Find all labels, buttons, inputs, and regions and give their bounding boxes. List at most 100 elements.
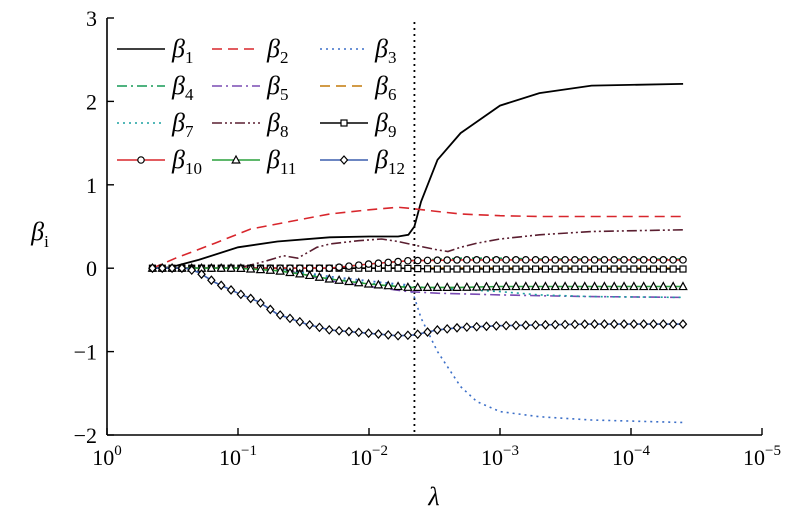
legend-subscript: 5 (280, 85, 289, 104)
data-point-marker (609, 281, 620, 291)
y-axis-title-symbol: β (30, 217, 44, 246)
x-tick-base: 10 (350, 445, 372, 470)
data-point-marker (285, 267, 295, 277)
data-point-marker (442, 323, 452, 334)
x-tick-exponent: −1 (241, 443, 257, 459)
data-point-marker (453, 265, 461, 273)
legend-entry-8: β8 (212, 108, 288, 141)
data-point-marker (236, 289, 246, 300)
data-point-marker (619, 281, 629, 291)
legend-label: β3 (374, 34, 396, 67)
legend-entry-3: β3 (320, 34, 396, 67)
data-point-marker (668, 319, 678, 329)
legend-symbol: β (171, 145, 185, 174)
data-point-marker (472, 321, 481, 332)
data-point-marker (339, 155, 349, 165)
data-point-marker (570, 319, 580, 330)
legend-symbol: β (266, 145, 280, 174)
data-point-marker (609, 319, 619, 329)
data-point-marker (560, 319, 570, 330)
data-point-marker (226, 262, 236, 272)
data-point-marker (491, 281, 502, 291)
data-point-marker (541, 319, 550, 330)
data-point-marker (649, 319, 658, 329)
legend-entry-9: β9 (320, 108, 396, 141)
x-tick-label: 10−5 (743, 443, 781, 470)
data-point-marker (294, 268, 305, 278)
data-point-marker (590, 265, 599, 273)
data-point-marker (413, 329, 423, 340)
data-point-marker (659, 256, 668, 264)
data-point-marker (589, 281, 600, 291)
data-point-marker (501, 281, 511, 291)
data-point-marker (433, 325, 442, 335)
x-axis-title: λ (427, 482, 439, 511)
series-line (152, 229, 684, 269)
legend-symbol: β (374, 145, 388, 174)
x-tick-exponent: −3 (503, 443, 519, 459)
legend-symbol: β (266, 34, 280, 63)
data-point-marker (511, 281, 521, 291)
data-point-marker (629, 281, 639, 291)
data-point-marker (550, 281, 561, 291)
data-point-marker (501, 320, 511, 331)
data-point-marker (551, 265, 559, 273)
legend-label: β12 (374, 145, 405, 178)
data-point-marker (579, 281, 590, 291)
data-point-marker (492, 320, 501, 331)
legend-subscript: 8 (280, 122, 289, 141)
data-point-marker (512, 265, 520, 273)
data-point-marker (275, 310, 285, 320)
data-point-marker (521, 256, 530, 264)
series-8 (152, 229, 684, 269)
data-point-marker (374, 259, 383, 268)
legend-entry-10: β10 (117, 145, 202, 178)
legend-label: β6 (374, 71, 396, 104)
data-point-marker (344, 326, 354, 337)
data-point-marker (481, 281, 492, 291)
x-tick-exponent: −5 (765, 443, 781, 459)
data-point-marker (619, 319, 629, 329)
data-point-marker (344, 276, 354, 286)
y-axis-title-subscript: i (44, 232, 49, 251)
axes (106, 18, 762, 436)
legend-subscript: 1 (185, 48, 194, 67)
data-point-marker (629, 319, 639, 329)
data-point-marker (512, 256, 520, 264)
data-point-marker (393, 281, 403, 291)
data-point-marker (340, 119, 348, 127)
data-point-marker (580, 319, 590, 330)
data-point-marker (472, 256, 481, 264)
legend-subscript: 4 (185, 85, 194, 104)
data-point-marker (364, 260, 373, 268)
data-point-marker (443, 265, 451, 273)
data-point-marker (148, 263, 157, 274)
data-point-marker (540, 281, 551, 291)
data-point-marker (414, 265, 422, 273)
data-point-marker (364, 328, 373, 339)
data-point-marker (610, 256, 619, 264)
data-point-marker (599, 281, 610, 291)
data-point-marker (600, 256, 609, 264)
data-point-marker (561, 265, 569, 273)
legend-symbol: β (374, 71, 388, 100)
data-point-marker (374, 329, 383, 339)
data-point-marker (678, 319, 688, 329)
data-point-marker (502, 265, 510, 273)
data-point-marker (452, 282, 462, 291)
legend-symbol: β (374, 108, 388, 137)
data-point-marker (561, 256, 569, 264)
legend-symbol: β (171, 34, 185, 63)
data-point-marker (275, 265, 285, 275)
legend-symbol: β (171, 71, 185, 100)
data-point-marker (256, 298, 265, 308)
data-point-marker (502, 256, 510, 264)
data-point-marker (305, 319, 314, 330)
data-point-marker (590, 319, 599, 329)
legend-label: β10 (171, 145, 202, 178)
data-point-marker (462, 322, 472, 333)
data-point-marker (422, 282, 433, 291)
data-point-marker (600, 319, 609, 329)
legend-subscript: 6 (388, 85, 397, 104)
